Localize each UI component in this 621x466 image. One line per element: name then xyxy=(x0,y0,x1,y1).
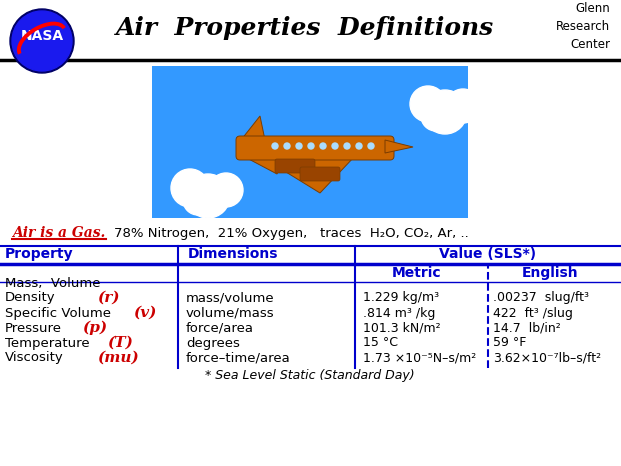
Text: 15 °C: 15 °C xyxy=(363,336,398,350)
Circle shape xyxy=(368,143,374,149)
Polygon shape xyxy=(385,140,413,153)
Text: 78% Nitrogen,  21% Oxygen,   traces  H₂O, CO₂, Ar, ..: 78% Nitrogen, 21% Oxygen, traces H₂O, CO… xyxy=(114,226,469,240)
Circle shape xyxy=(421,101,451,131)
Circle shape xyxy=(320,143,326,149)
Circle shape xyxy=(332,143,338,149)
Circle shape xyxy=(423,90,467,134)
Text: .00237  slug/ft³: .00237 slug/ft³ xyxy=(493,292,589,304)
Circle shape xyxy=(12,11,72,71)
Text: 422  ft³ /slug: 422 ft³ /slug xyxy=(493,307,573,320)
Text: (p): (p) xyxy=(82,321,107,335)
Polygon shape xyxy=(241,116,265,140)
Text: Air  Properties  Definitions: Air Properties Definitions xyxy=(116,16,494,40)
Text: Property: Property xyxy=(5,247,74,261)
Circle shape xyxy=(356,143,362,149)
Text: degrees: degrees xyxy=(186,336,240,350)
Text: Viscosity: Viscosity xyxy=(5,351,64,364)
Text: Air is a Gas.: Air is a Gas. xyxy=(12,226,106,240)
Text: (T): (T) xyxy=(107,336,133,350)
Text: (mu): (mu) xyxy=(97,351,138,365)
Text: 14.7  lb/in²: 14.7 lb/in² xyxy=(493,322,561,335)
Text: Glenn
Research
Center: Glenn Research Center xyxy=(556,1,610,50)
Text: 3.62×10⁻⁷lb–s/ft²: 3.62×10⁻⁷lb–s/ft² xyxy=(493,351,601,364)
Text: English: English xyxy=(522,266,578,280)
Text: (v): (v) xyxy=(133,306,156,320)
Text: 101.3 kN/m²: 101.3 kN/m² xyxy=(363,322,441,335)
Text: Specific Volume: Specific Volume xyxy=(5,307,111,320)
Polygon shape xyxy=(260,156,355,193)
Text: mass/volume: mass/volume xyxy=(186,292,274,304)
Circle shape xyxy=(344,143,350,149)
Circle shape xyxy=(171,169,209,207)
Text: force/area: force/area xyxy=(186,322,254,335)
Circle shape xyxy=(186,174,230,218)
Text: 59 °F: 59 °F xyxy=(493,336,527,350)
Bar xyxy=(152,66,468,218)
Circle shape xyxy=(284,143,290,149)
FancyBboxPatch shape xyxy=(300,167,340,181)
Circle shape xyxy=(410,86,446,122)
Text: 1.73 ×10⁻⁵N–s/m²: 1.73 ×10⁻⁵N–s/m² xyxy=(363,351,476,364)
Text: Dimensions: Dimensions xyxy=(188,247,278,261)
Circle shape xyxy=(296,143,302,149)
Circle shape xyxy=(308,143,314,149)
Circle shape xyxy=(10,9,74,73)
Text: Value (SLS*): Value (SLS*) xyxy=(440,247,537,261)
Text: Mass,  Volume: Mass, Volume xyxy=(5,276,101,289)
Text: Metric: Metric xyxy=(392,266,442,280)
Text: * Sea Level Static (Standard Day): * Sea Level Static (Standard Day) xyxy=(205,370,415,383)
Text: force–time/area: force–time/area xyxy=(186,351,291,364)
Text: NASA: NASA xyxy=(20,29,63,43)
Text: Density: Density xyxy=(5,292,56,304)
Text: .814 m³ /kg: .814 m³ /kg xyxy=(363,307,435,320)
Circle shape xyxy=(446,89,480,123)
Circle shape xyxy=(272,143,278,149)
Circle shape xyxy=(183,185,213,215)
Text: Temperature: Temperature xyxy=(5,336,89,350)
Text: (r): (r) xyxy=(97,291,119,305)
Circle shape xyxy=(209,173,243,207)
Text: 1.229 kg/m³: 1.229 kg/m³ xyxy=(363,292,439,304)
Text: volume/mass: volume/mass xyxy=(186,307,274,320)
Text: Pressure: Pressure xyxy=(5,322,62,335)
FancyBboxPatch shape xyxy=(236,136,394,160)
Polygon shape xyxy=(243,156,285,174)
FancyBboxPatch shape xyxy=(275,159,315,173)
